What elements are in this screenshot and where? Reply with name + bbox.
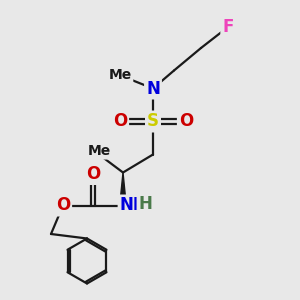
Text: O: O: [56, 196, 70, 214]
Text: F: F: [222, 18, 234, 36]
Text: N: N: [146, 80, 160, 98]
Polygon shape: [120, 172, 126, 206]
Text: O: O: [179, 112, 193, 130]
Text: O: O: [86, 165, 100, 183]
Text: NH: NH: [120, 196, 147, 214]
Text: O: O: [113, 112, 127, 130]
Text: Me: Me: [108, 68, 132, 82]
Text: H: H: [139, 195, 152, 213]
Text: S: S: [147, 112, 159, 130]
Text: Me: Me: [87, 144, 111, 158]
